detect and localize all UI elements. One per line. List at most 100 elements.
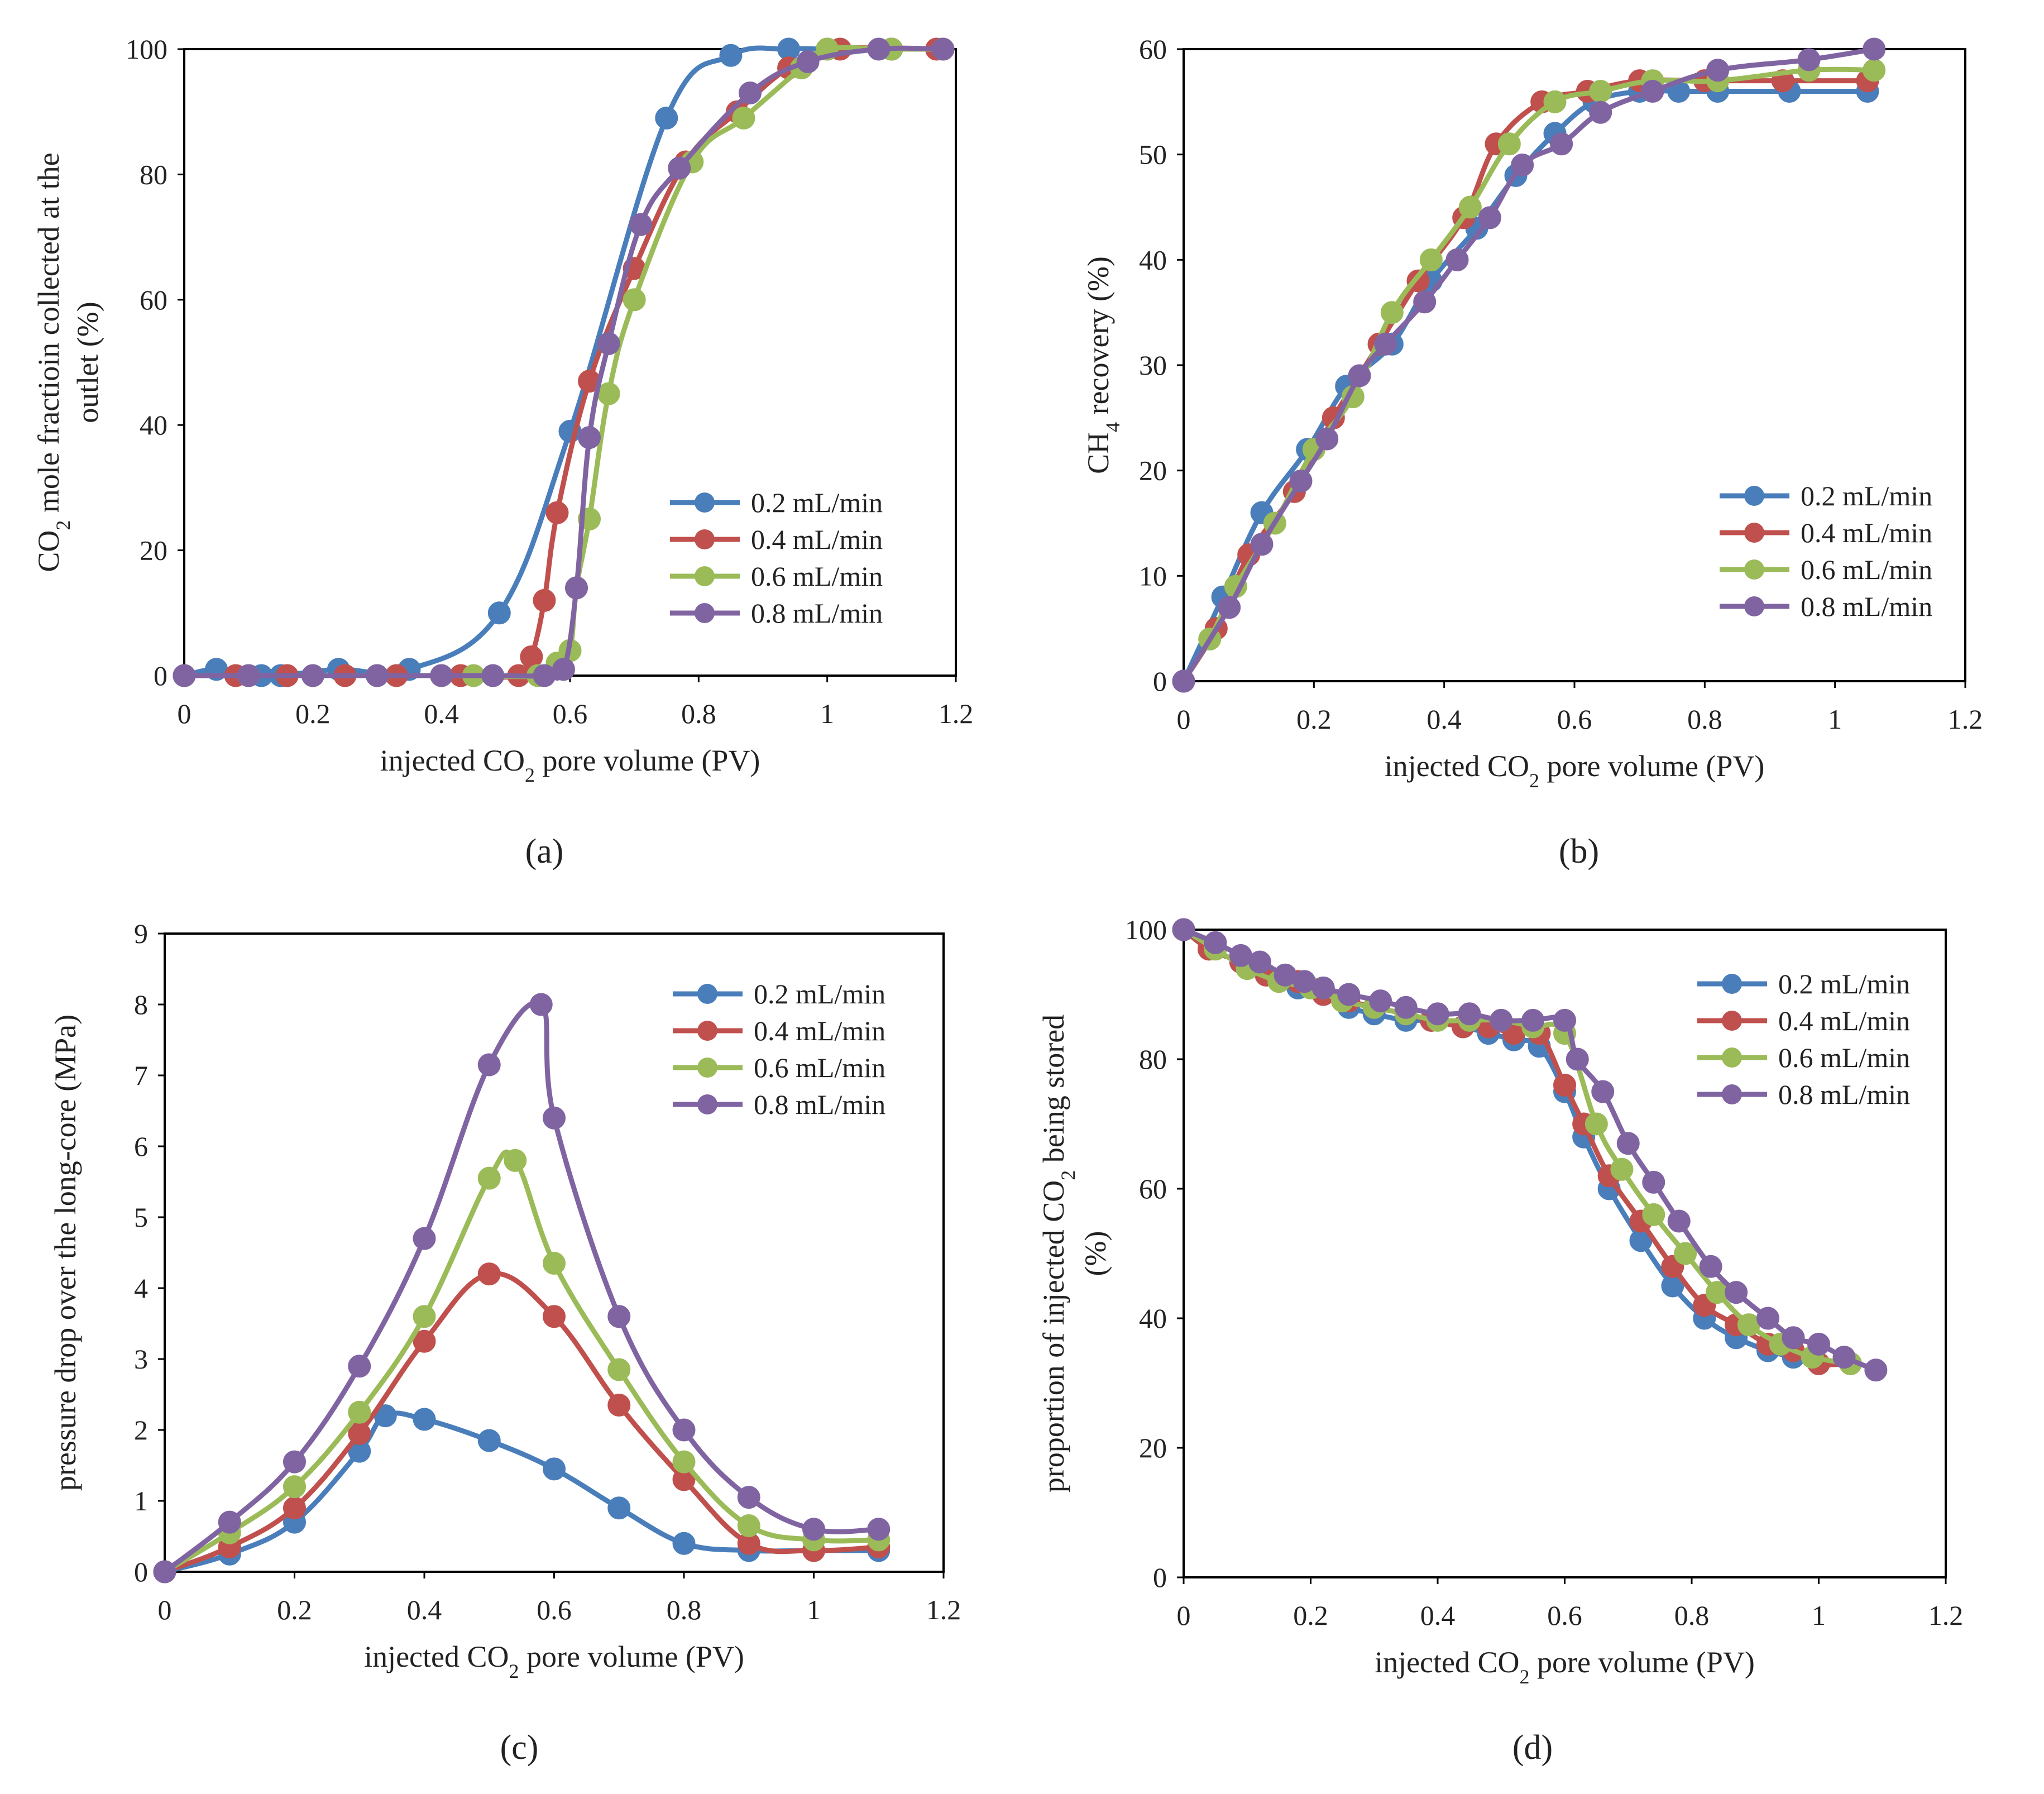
series-line (163, 1149, 879, 1574)
data-point (1674, 1242, 1697, 1265)
series-line (164, 1410, 879, 1575)
legend-entry: 0.6 mL/min (1720, 554, 1932, 585)
x-axis-label: injected CO2 pore volume (PV) (364, 1640, 744, 1682)
data-point (1553, 1008, 1576, 1032)
series-line (1182, 927, 1851, 1367)
panel-caption: (b) (1559, 833, 1599, 870)
data-point (545, 501, 569, 524)
legend-entry: 0.2 mL/min (673, 978, 885, 1010)
y-tick-label: 2 (134, 1414, 148, 1446)
legend-entry: 0.6 mL/min (673, 1052, 885, 1083)
y-tick-label: 9 (134, 918, 148, 949)
data-point (173, 664, 196, 687)
legend-entry: 0.8 mL/min (1720, 591, 1932, 622)
data-point (1589, 101, 1612, 124)
panel-caption: (c) (500, 1729, 539, 1767)
legend-label: 0.6 mL/min (1801, 554, 1932, 585)
y-tick-label: 40 (140, 409, 167, 441)
data-point (1419, 248, 1443, 271)
data-point (430, 664, 453, 687)
x-tick-label: 1 (807, 1594, 821, 1625)
legend-entry: 0.6 mL/min (1697, 1042, 1910, 1073)
data-point (578, 426, 601, 449)
data-point (802, 1518, 825, 1541)
data-point (1589, 79, 1612, 103)
data-point (1699, 1255, 1722, 1278)
data-point (1642, 1203, 1665, 1226)
data-point (867, 37, 891, 61)
data-point (1490, 1008, 1513, 1032)
series-line (1182, 927, 1851, 1367)
data-point (543, 1305, 566, 1328)
data-point (672, 1418, 696, 1442)
data-point (931, 37, 955, 61)
data-point (1550, 132, 1573, 156)
data-point (1458, 1002, 1481, 1026)
legend-marker (1744, 486, 1764, 506)
legend-label: 0.2 mL/min (751, 487, 883, 518)
x-tick-label: 0.4 (424, 698, 459, 729)
legend-marker (697, 1058, 717, 1078)
panel-b: 0 0.2 0.4 0.6 0.8 1 1.2 0 10 20 30 40 50 60 injected C… (1081, 34, 1983, 870)
legend-marker (1722, 1047, 1742, 1068)
legend-label: 0.2 mL/min (754, 978, 885, 1010)
data-point (1543, 90, 1567, 113)
legend-entry: 0.8 mL/min (673, 1089, 885, 1120)
data-point (672, 1450, 696, 1474)
data-point (283, 1496, 306, 1520)
legend-entry: 0.2 mL/min (1720, 480, 1932, 511)
x-tick-label: 0 (1177, 1600, 1191, 1631)
data-point (153, 1560, 176, 1583)
legend-marker (1722, 1011, 1742, 1031)
legend-label: 0.6 mL/min (754, 1052, 885, 1083)
panel-a: 0 0.2 0.4 0.6 0.8 1 1.2 0 20 40 60 80 100 injected CO… (32, 34, 973, 870)
data-point (607, 1496, 631, 1520)
y-tick-label: 0 (134, 1556, 148, 1587)
x-axis-label: injected CO2 pore volume (PV) (1375, 1645, 1755, 1688)
y-tick-label: 3 (134, 1343, 148, 1375)
data-point (1478, 206, 1501, 229)
data-point (543, 1457, 566, 1481)
y-tick-label: 30 (1139, 350, 1167, 381)
legend-label: 0.8 mL/min (1801, 591, 1932, 622)
legend-marker (697, 1021, 717, 1041)
y-tick-label: 0 (1153, 666, 1167, 697)
data-point (1445, 248, 1469, 271)
data-point (1553, 1073, 1576, 1097)
x-tick-label: 0.6 (1547, 1600, 1582, 1631)
x-tick-label: 1.2 (1928, 1600, 1964, 1631)
data-point (413, 1227, 436, 1250)
x-tick-label: 0 (158, 1594, 172, 1625)
x-tick-label: 0.4 (1427, 704, 1462, 735)
data-point (607, 1305, 631, 1328)
y-tick-label: 40 (1139, 1303, 1167, 1334)
x-tick-label: 0.2 (277, 1594, 312, 1625)
series-0-8-ml-min (153, 993, 891, 1583)
data-point (413, 1408, 436, 1431)
data-point (655, 106, 678, 130)
data-point (1616, 1132, 1640, 1155)
data-point (301, 664, 324, 687)
x-tick-label: 1 (1812, 1600, 1826, 1631)
data-point (1172, 669, 1195, 693)
data-point (672, 1532, 696, 1555)
legend-marker (1722, 1084, 1742, 1104)
x-tick-label: 0.8 (1687, 704, 1722, 735)
data-point (719, 44, 743, 67)
data-point (218, 1510, 241, 1534)
data-point (283, 1475, 306, 1499)
data-point (477, 1166, 501, 1190)
legend-marker (1744, 523, 1764, 543)
y-tick-label: 8 (134, 989, 148, 1020)
y-tick-label: 5 (134, 1202, 148, 1233)
data-point (668, 156, 691, 180)
data-point (1337, 983, 1361, 1006)
legend-entry: 0.4 mL/min (1697, 1005, 1910, 1036)
x-tick-label: 0.6 (537, 1594, 572, 1625)
legend-label: 0.4 mL/min (751, 524, 883, 555)
legend-marker (697, 1094, 717, 1114)
data-point (504, 1149, 527, 1172)
data-point (543, 1252, 566, 1275)
y-tick-label: 0 (1153, 1562, 1167, 1593)
panel-caption: (a) (525, 833, 564, 870)
